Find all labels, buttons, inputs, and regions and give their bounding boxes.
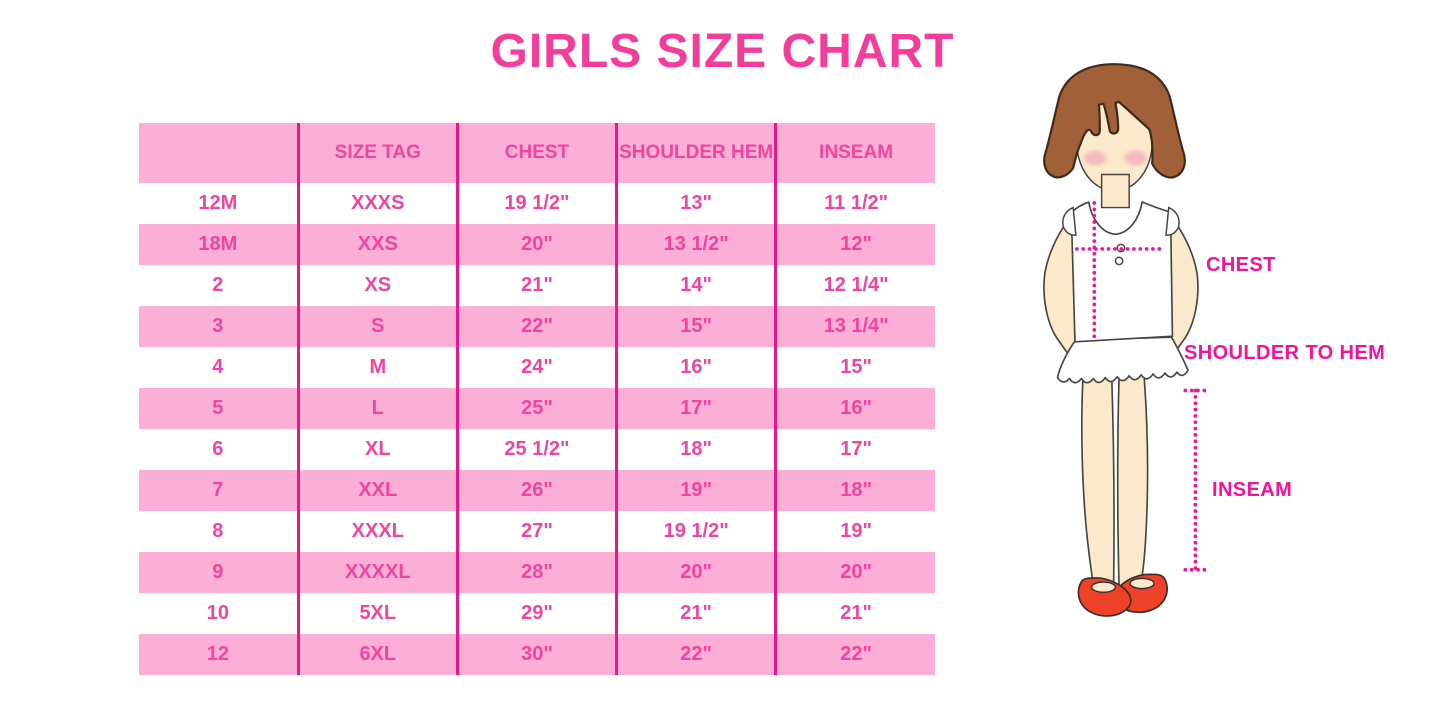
girl-dress-bodice bbox=[1070, 201, 1174, 343]
girl-neck bbox=[1100, 173, 1130, 209]
girl-shoulder-ruffles bbox=[1062, 206, 1180, 236]
table-cell: 21" bbox=[774, 593, 935, 634]
table-row: 9 XXXXL 28" 20" 20" bbox=[139, 552, 935, 593]
table-cell: 12M bbox=[139, 183, 299, 224]
table-cell: 17" bbox=[774, 429, 935, 470]
size-table: SIZE TAG CHEST SHOULDER HEM INSEAM 12M XX… bbox=[139, 123, 935, 675]
table-cell: 5 bbox=[139, 388, 299, 429]
table-cell: 21" bbox=[615, 593, 776, 634]
table-cell: 20" bbox=[774, 552, 935, 593]
table-cell: 25" bbox=[455, 388, 617, 429]
table-cell: 18M bbox=[139, 224, 299, 265]
table-header-row: SIZE TAG CHEST SHOULDER HEM INSEAM bbox=[139, 123, 935, 183]
girl-figure: CHEST SHOULDER TO HEM INSEAM bbox=[1000, 55, 1445, 680]
table-cell: XL bbox=[296, 429, 458, 470]
table-cell: 16" bbox=[774, 388, 935, 429]
table-row: 3 S 22" 15" 13 1/4" bbox=[139, 306, 935, 347]
table-cell: XXS bbox=[296, 224, 458, 265]
table-cell: 11 1/2" bbox=[774, 183, 935, 224]
girl-shoes bbox=[1077, 573, 1168, 617]
table-row: 12M XXXS 19 1/2" 13" 11 1/2" bbox=[139, 183, 935, 224]
table-cell: 14" bbox=[615, 265, 776, 306]
table-cell: 19" bbox=[774, 511, 935, 552]
table-cell: 21" bbox=[455, 265, 617, 306]
col-header-shoulder-hem: SHOULDER HEM bbox=[615, 123, 776, 183]
girl-skirt bbox=[1056, 336, 1189, 384]
table-cell: 13 1/2" bbox=[615, 224, 776, 265]
table-cell: 17" bbox=[615, 388, 776, 429]
table-row: 12 6XL 30" 22" 22" bbox=[139, 634, 935, 675]
table-cell: 4 bbox=[139, 347, 299, 388]
table-cell: 6 bbox=[139, 429, 299, 470]
table-cell: 28" bbox=[455, 552, 617, 593]
table-row: 6 XL 25 1/2" 18" 17" bbox=[139, 429, 935, 470]
girl-legs bbox=[1081, 371, 1149, 590]
table-cell: XS bbox=[296, 265, 458, 306]
table-cell: 12" bbox=[774, 224, 935, 265]
table-row: 5 L 25" 17" 16" bbox=[139, 388, 935, 429]
table-cell: 27" bbox=[455, 511, 617, 552]
table-cell: 12 bbox=[139, 634, 299, 675]
size-table-header: SIZE TAG CHEST SHOULDER HEM INSEAM bbox=[139, 123, 935, 183]
table-row: 7 XXL 26" 19" 18" bbox=[139, 470, 935, 511]
table-cell: 18" bbox=[774, 470, 935, 511]
table-row: 10 5XL 29" 21" 21" bbox=[139, 593, 935, 634]
girl-hair bbox=[1043, 63, 1186, 179]
table-cell: 13" bbox=[615, 183, 776, 224]
table-cell: 22" bbox=[455, 306, 617, 347]
table-cell: 22" bbox=[774, 634, 935, 675]
table-cell: 26" bbox=[455, 470, 617, 511]
table-cell: M bbox=[296, 347, 458, 388]
table-cell: 16" bbox=[615, 347, 776, 388]
table-cell: 6XL bbox=[296, 634, 458, 675]
inseam-label: INSEAM bbox=[1212, 479, 1293, 501]
table-row: 8 XXXL 27" 19 1/2" 19" bbox=[139, 511, 935, 552]
table-row: 4 M 24" 16" 15" bbox=[139, 347, 935, 388]
table-cell: 19 1/2" bbox=[615, 511, 776, 552]
table-cell: XXXXL bbox=[296, 552, 458, 593]
table-cell: 18" bbox=[615, 429, 776, 470]
table-cell: 24" bbox=[455, 347, 617, 388]
table-cell: 25 1/2" bbox=[455, 429, 617, 470]
table-cell: 15" bbox=[615, 306, 776, 347]
table-cell: 15" bbox=[774, 347, 935, 388]
col-header-size-tag: SIZE TAG bbox=[296, 123, 458, 183]
table-cell: XXL bbox=[296, 470, 458, 511]
table-cell: XXXL bbox=[296, 511, 458, 552]
table-cell: XXXS bbox=[296, 183, 458, 224]
table-cell: 30" bbox=[455, 634, 617, 675]
shoulder-to-hem-label: SHOULDER TO HEM bbox=[1184, 342, 1386, 364]
table-cell: 2 bbox=[139, 265, 299, 306]
col-header-inseam: INSEAM bbox=[774, 123, 935, 183]
table-cell: 19" bbox=[615, 470, 776, 511]
table-cell: L bbox=[296, 388, 458, 429]
table-cell: 20" bbox=[455, 224, 617, 265]
table-row: 2 XS 21" 14" 12 1/4" bbox=[139, 265, 935, 306]
table-cell: 22" bbox=[615, 634, 776, 675]
table-cell: 5XL bbox=[296, 593, 458, 634]
chest-label: CHEST bbox=[1206, 254, 1276, 276]
col-header-size bbox=[139, 123, 299, 183]
table-row: 18M XXS 20" 13 1/2" 12" bbox=[139, 224, 935, 265]
table-cell: 3 bbox=[139, 306, 299, 347]
table-cell: S bbox=[296, 306, 458, 347]
table-cell: 9 bbox=[139, 552, 299, 593]
table-cell: 13 1/4" bbox=[774, 306, 935, 347]
table-cell: 19 1/2" bbox=[455, 183, 617, 224]
size-table-body: 12M XXXS 19 1/2" 13" 11 1/2" 18M XXS 20" 13 1/2"… bbox=[139, 183, 935, 675]
page-title: GIRLS SIZE CHART bbox=[490, 25, 955, 78]
table-cell: 7 bbox=[139, 470, 299, 511]
table-cell: 8 bbox=[139, 511, 299, 552]
table-cell: 12 1/4" bbox=[774, 265, 935, 306]
table-cell: 29" bbox=[455, 593, 617, 634]
col-header-chest: CHEST bbox=[455, 123, 617, 183]
girl-illustration bbox=[1043, 63, 1208, 617]
table-cell: 10 bbox=[139, 593, 299, 634]
table-cell: 20" bbox=[615, 552, 776, 593]
